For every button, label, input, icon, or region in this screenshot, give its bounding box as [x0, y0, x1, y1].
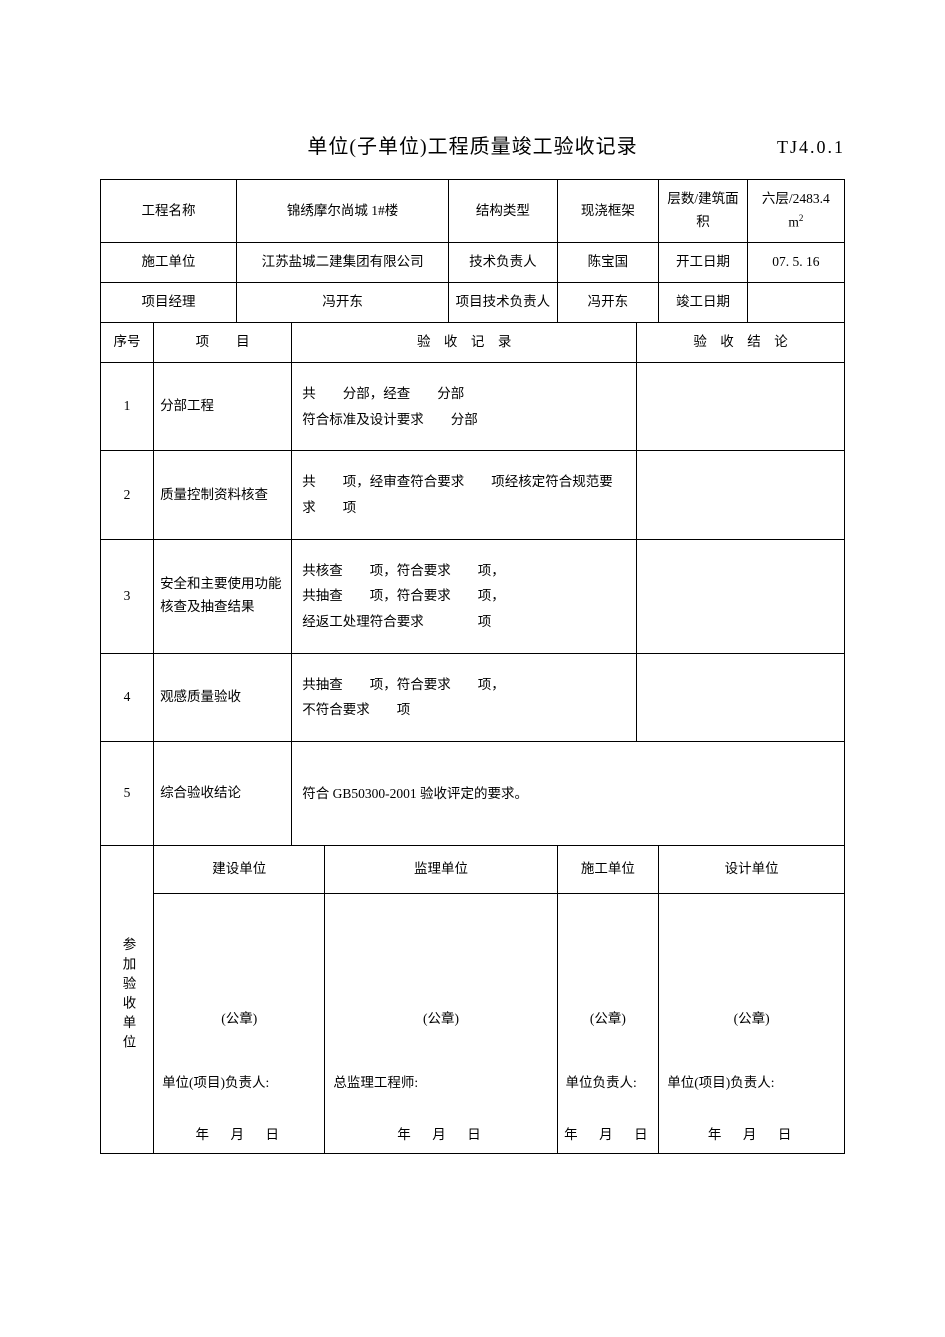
label-project-tech-lead: 项目技术负责人 [449, 283, 557, 323]
record-cell: 共 分部，经查 分部符合标准及设计要求 分部 [292, 363, 637, 451]
date-line: 年 月 日 [659, 1124, 844, 1147]
conclusion-cell [637, 539, 845, 653]
seal-placeholder: (公章) [325, 1008, 556, 1031]
party-head: 建设单位 [154, 845, 325, 893]
date-line: 年 月 日 [325, 1124, 556, 1147]
party-body: (公章) 单位(项目)负责人: 年 月 日 [154, 893, 325, 1153]
conclusion-cell [637, 363, 845, 451]
label-structure-type: 结构类型 [449, 180, 557, 243]
participants-label-cell: 参加验收单位 [101, 845, 154, 1153]
value-tech-lead: 陈宝国 [557, 243, 659, 283]
table-row: 1 分部工程 共 分部，经查 分部符合标准及设计要求 分部 [101, 363, 845, 451]
label-start-date: 开工日期 [659, 243, 747, 283]
value-construction-unit: 江苏盐城二建集团有限公司 [236, 243, 448, 283]
label-completion-date: 竣工日期 [659, 283, 747, 323]
column-header-row: 序号 项 目 验 收 记 录 验 收 结 论 [101, 323, 845, 363]
value-structure-type: 现浇框架 [557, 180, 659, 243]
value-project-manager: 冯开东 [236, 283, 448, 323]
doc-code: TJ4.0.1 [755, 137, 845, 158]
party-head: 设计单位 [659, 845, 845, 893]
label-floors-area: 层数/建筑面积 [659, 180, 747, 243]
col-record: 验 收 记 录 [292, 323, 637, 363]
label-project-manager: 项目经理 [101, 283, 237, 323]
signer-label: 单位(项目)负责人: [667, 1072, 774, 1095]
conclusion-cell [637, 653, 845, 741]
table-row: 3 安全和主要使用功能核查及抽查结果 共核查 项，符合要求 项，共抽查 项，符合… [101, 539, 845, 653]
conclusion-cell [637, 451, 845, 539]
value-project-tech-lead: 冯开东 [557, 283, 659, 323]
seq-cell: 2 [101, 451, 154, 539]
party-body: (公章) 单位(项目)负责人: 年 月 日 [659, 893, 845, 1153]
value-floors-area: 六层/2483.4 m2 [747, 180, 844, 243]
party-body: (公章) 总监理工程师: 年 月 日 [325, 893, 557, 1153]
seal-placeholder: (公章) [154, 1008, 324, 1031]
signer-label: 单位负责人: [566, 1072, 637, 1095]
table-row: 5 综合验收结论 符合 GB50300-2001 验收评定的要求。 [101, 741, 845, 845]
seal-placeholder: (公章) [558, 1008, 659, 1031]
item-cell: 安全和主要使用功能核查及抽查结果 [154, 539, 292, 653]
item-cell: 质量控制资料核查 [154, 451, 292, 539]
date-line: 年 月 日 [558, 1124, 659, 1147]
value-project-name: 锦绣摩尔尚城 1#楼 [236, 180, 448, 243]
value-completion-date [747, 283, 844, 323]
value-start-date: 07. 5. 16 [747, 243, 844, 283]
label-tech-lead: 技术负责人 [449, 243, 557, 283]
col-conclusion: 验 收 结 论 [637, 323, 845, 363]
participants-header-row: 参加验收单位 建设单位 监理单位 施工单位 设计单位 [101, 845, 845, 893]
signer-label: 单位(项目)负责人: [162, 1072, 269, 1095]
participants-body-row: (公章) 单位(项目)负责人: 年 月 日 (公章) 总监理工程师: 年 月 日… [101, 893, 845, 1153]
info-row-3: 项目经理 冯开东 项目技术负责人 冯开东 竣工日期 [101, 283, 845, 323]
party-head: 监理单位 [325, 845, 557, 893]
seq-cell: 1 [101, 363, 154, 451]
record-cell: 共抽查 项，符合要求 项，不符合要求 项 [292, 653, 637, 741]
party-body: (公章) 单位负责人: 年 月 日 [557, 893, 659, 1153]
title-row: 单位(子单位)工程质量竣工验收记录 TJ4.0.1 [100, 130, 845, 159]
col-seq: 序号 [101, 323, 154, 363]
seal-placeholder: (公章) [659, 1008, 844, 1031]
label-project-name: 工程名称 [101, 180, 237, 243]
seq-cell: 5 [101, 741, 154, 845]
table-row: 4 观感质量验收 共抽查 项，符合要求 项，不符合要求 项 [101, 653, 845, 741]
participants-label: 参加验收单位 [116, 937, 139, 1054]
label-construction-unit: 施工单位 [101, 243, 237, 283]
signer-label: 总监理工程师: [333, 1072, 418, 1095]
seq-cell: 4 [101, 653, 154, 741]
date-line: 年 月 日 [154, 1124, 324, 1147]
item-cell: 综合验收结论 [154, 741, 292, 845]
item-cell: 分部工程 [154, 363, 292, 451]
seq-cell: 3 [101, 539, 154, 653]
record-cell: 符合 GB50300-2001 验收评定的要求。 [292, 741, 845, 845]
record-cell: 共核查 项，符合要求 项，共抽查 项，符合要求 项，经返工处理符合要求 项 [292, 539, 637, 653]
party-head: 施工单位 [557, 845, 659, 893]
page-title: 单位(子单位)工程质量竣工验收记录 [100, 130, 755, 159]
item-cell: 观感质量验收 [154, 653, 292, 741]
form-table: 工程名称 锦绣摩尔尚城 1#楼 结构类型 现浇框架 层数/建筑面积 六层/248… [100, 179, 845, 1154]
info-row-2: 施工单位 江苏盐城二建集团有限公司 技术负责人 陈宝国 开工日期 07. 5. … [101, 243, 845, 283]
info-row-1: 工程名称 锦绣摩尔尚城 1#楼 结构类型 现浇框架 层数/建筑面积 六层/248… [101, 180, 845, 243]
table-row: 2 质量控制资料核查 共 项，经审查符合要求 项经核定符合规范要求 项 [101, 451, 845, 539]
col-item: 项 目 [154, 323, 292, 363]
record-cell: 共 项，经审查符合要求 项经核定符合规范要求 项 [292, 451, 637, 539]
